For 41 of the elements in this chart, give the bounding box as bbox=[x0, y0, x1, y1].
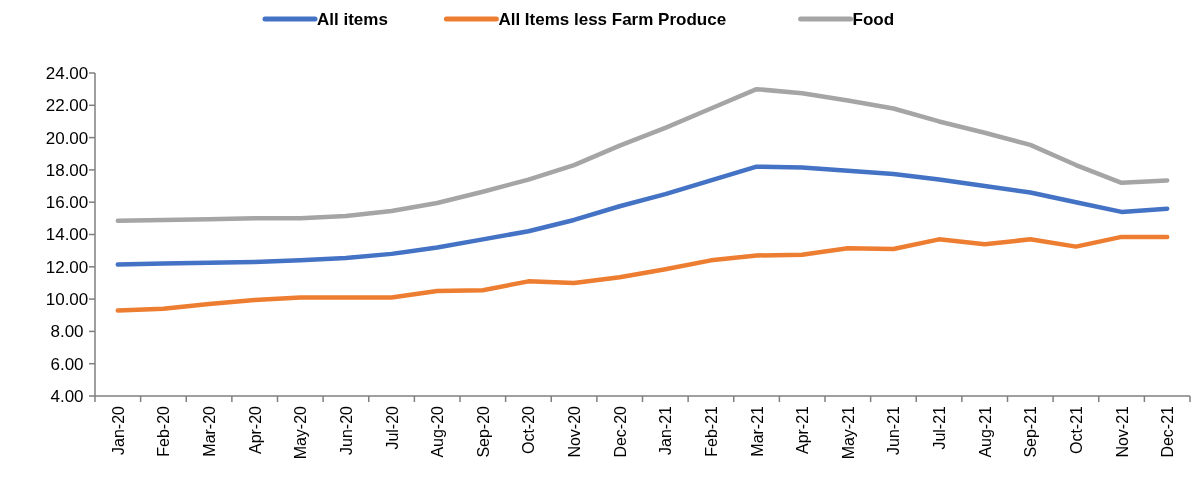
x-tick-label: Mar-20 bbox=[201, 405, 219, 457]
x-tick-label: Jul-20 bbox=[383, 405, 401, 450]
x-tick-label: May-21 bbox=[839, 405, 857, 460]
legend-label: All items bbox=[317, 10, 388, 29]
legend-label: All Items less Farm Produce bbox=[498, 10, 727, 29]
x-tick-label: Feb-21 bbox=[702, 405, 720, 457]
x-tick-label: Jan-20 bbox=[109, 405, 127, 455]
y-tick-label: 22.00 bbox=[45, 96, 89, 116]
line-series bbox=[115, 86, 1170, 224]
line-series bbox=[115, 164, 1170, 267]
y-tick-label: 24.00 bbox=[45, 63, 89, 83]
legend-label: Food bbox=[852, 10, 895, 29]
x-tick-label: Nov-20 bbox=[566, 405, 584, 458]
x-tick-label: Jun-20 bbox=[337, 405, 355, 455]
y-tick-label: 20.00 bbox=[45, 128, 89, 148]
x-tick-label: Sep-20 bbox=[474, 405, 492, 458]
x-tick-label: Sep-21 bbox=[1022, 405, 1040, 458]
y-tick-label: 14.00 bbox=[45, 225, 89, 245]
line-series bbox=[115, 234, 1170, 313]
y-tick-label: 16.00 bbox=[45, 193, 89, 213]
y-tick-label: 10.00 bbox=[45, 290, 89, 310]
x-tick-label: Jun-21 bbox=[885, 405, 903, 455]
y-tick-label: 6.00 bbox=[50, 354, 84, 374]
y-tick-label: 18.00 bbox=[45, 160, 89, 180]
x-tick-label: Feb-20 bbox=[155, 405, 173, 457]
y-tick-label: 4.00 bbox=[50, 386, 84, 406]
x-tick-label: Oct-20 bbox=[520, 405, 538, 455]
x-tick-label: Mar-21 bbox=[748, 405, 766, 457]
y-tick-label: 12.00 bbox=[45, 257, 89, 277]
x-tick-label: Jul-21 bbox=[931, 405, 949, 450]
x-tick-label: Aug-21 bbox=[976, 405, 994, 458]
x-tick-label: Dec-21 bbox=[1159, 405, 1177, 458]
y-tick-label: 8.00 bbox=[50, 322, 84, 342]
x-tick-label: Jan-21 bbox=[657, 405, 675, 455]
x-tick-label: Nov-21 bbox=[1113, 405, 1131, 458]
x-tick-label: Dec-20 bbox=[611, 405, 629, 458]
x-tick-label: May-20 bbox=[292, 405, 310, 460]
x-tick-label: Apr-20 bbox=[246, 405, 264, 455]
x-tick-label: Oct-21 bbox=[1067, 405, 1085, 455]
x-tick-label: Aug-20 bbox=[429, 405, 447, 458]
x-tick-label: Apr-21 bbox=[794, 405, 812, 455]
